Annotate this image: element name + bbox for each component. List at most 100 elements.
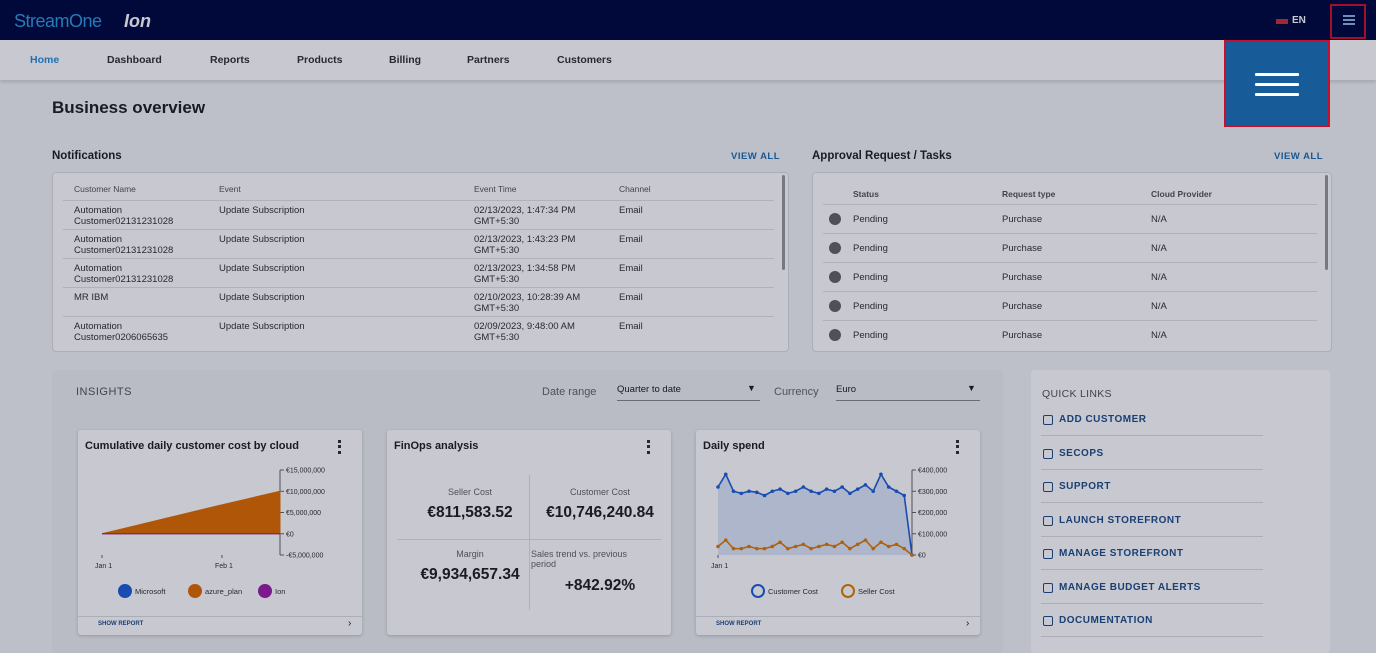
card-title: Daily spend: [703, 440, 765, 452]
flag: [1276, 19, 1288, 24]
point: [731, 489, 736, 494]
quick-link[interactable]: SECOPS: [1059, 447, 1104, 459]
point: [739, 546, 744, 551]
more-menu[interactable]: [338, 440, 344, 454]
show-report[interactable]: SHOW REPORT: [716, 621, 762, 627]
row-divider: [823, 291, 1317, 292]
cell: Pending: [853, 301, 888, 312]
more-menu[interactable]: [647, 440, 653, 454]
point: [886, 485, 891, 489]
cell: Email: [619, 292, 643, 303]
point: [879, 540, 883, 545]
nav-item[interactable]: Billing: [389, 54, 422, 66]
link-divider: [1041, 535, 1263, 537]
link-icon: [1043, 616, 1053, 626]
menu-icon-bar: [1343, 23, 1355, 25]
legend-label: Microsoft: [135, 587, 166, 596]
cell: N/A: [1151, 301, 1167, 312]
point: [786, 546, 790, 551]
quick-link[interactable]: SUPPORT: [1059, 481, 1111, 492]
card-title: Cumulative daily customer cost by cloud: [85, 440, 299, 452]
point: [832, 544, 837, 549]
status-icon: [829, 213, 841, 225]
legend-label: azure_plan: [205, 587, 242, 596]
legend-label: Ion: [275, 587, 285, 596]
point: [755, 546, 759, 551]
panel: Customer Name Event Event Time Channel Autom…: [52, 172, 789, 352]
column-header: Status: [853, 189, 879, 199]
quick-link[interactable]: LAUNCH STOREFRONT: [1059, 514, 1182, 526]
view-all[interactable]: VIEW ALL: [1274, 151, 1324, 162]
date-range-select[interactable]: Quarter to date ▼: [617, 380, 760, 401]
currency-label: Currency: [774, 386, 819, 398]
link-icon: [1043, 582, 1053, 593]
section-title: Notifications: [52, 150, 122, 162]
point: [824, 487, 829, 491]
point: [848, 546, 852, 551]
brand: StreamOne: [14, 11, 102, 31]
point: [910, 553, 914, 557]
nav-item[interactable]: Customers: [557, 54, 612, 66]
view-all[interactable]: VIEW ALL: [731, 151, 781, 162]
nav-item[interactable]: Products: [297, 54, 343, 66]
point: [762, 493, 767, 498]
highlighted-menu-button[interactable]: [1224, 40, 1330, 127]
show-report[interactable]: SHOW REPORT: [98, 621, 144, 627]
link-divider: [1041, 569, 1263, 570]
point: [731, 546, 736, 551]
card: FinOps analysis Seller Cost €811,583.52 Cus…: [387, 430, 671, 635]
cell: Pending: [853, 214, 888, 225]
quick-link[interactable]: ADD CUSTOMER: [1059, 414, 1147, 425]
quick-link[interactable]: MANAGE BUDGET ALERTS: [1059, 581, 1201, 593]
cell: N/A: [1151, 243, 1167, 254]
nav-item[interactable]: Home: [30, 54, 60, 66]
point: [871, 489, 875, 494]
point: [879, 472, 883, 477]
menu-icon-bar: [1343, 19, 1355, 21]
language[interactable]: EN: [1292, 15, 1306, 26]
cell: Automation Customer02131231028: [74, 205, 174, 227]
nav-item[interactable]: Partners: [467, 54, 510, 66]
currency-select[interactable]: Euro ▼: [836, 380, 980, 401]
more-menu[interactable]: [956, 440, 962, 454]
scrollbar: [1325, 175, 1328, 270]
panel: Status Request type Cloud Provider Pending P…: [812, 172, 1332, 352]
link-divider: [1041, 468, 1263, 470]
quick-link[interactable]: DOCUMENTATION: [1059, 615, 1153, 626]
scrollbar: [782, 175, 785, 270]
x-tick-label: Jan 1: [95, 563, 112, 570]
point: [809, 489, 813, 494]
y-tick-label: -€5,000,000: [286, 553, 323, 560]
chart: €15,000,000 €10,000,000 €5,000,000 €0 -€5,00…: [95, 468, 325, 598]
cell: Update Subscription: [219, 292, 305, 303]
metric-label: Margin: [456, 549, 484, 559]
point: [716, 485, 720, 489]
metric-value: €10,746,240.84: [546, 504, 654, 521]
status-icon: [829, 271, 841, 283]
nav-item[interactable]: Reports: [210, 54, 250, 66]
metric-value: €9,934,657.34: [420, 566, 520, 583]
caret: ▼: [747, 383, 756, 393]
row-divider: [63, 229, 774, 230]
menu-icon-bar: [1255, 93, 1299, 96]
cell: 02/13/2023, 1:47:34 PM GMT+5:30: [474, 205, 576, 227]
cell: Pending: [853, 330, 888, 341]
column-header: Event Time: [474, 184, 517, 194]
x-tick-label: Feb 1: [215, 563, 233, 570]
divider: [397, 539, 661, 540]
link-icon: [1043, 515, 1053, 526]
nav-item[interactable]: Dashboard: [107, 54, 162, 66]
row-divider: [63, 258, 774, 259]
menu-button[interactable]: [1330, 4, 1366, 39]
point: [809, 546, 813, 551]
cell: Pending: [853, 243, 888, 254]
menu-icon-bar: [1343, 15, 1355, 17]
point: [902, 493, 907, 498]
cell: Update Subscription: [219, 321, 305, 332]
quick-link[interactable]: MANAGE STOREFRONT: [1059, 548, 1184, 559]
legend-swatch: [751, 584, 765, 598]
point: [770, 489, 775, 494]
quick-links-title: QUICK LINKS: [1042, 388, 1112, 400]
date-range-label: Date range: [542, 386, 597, 398]
